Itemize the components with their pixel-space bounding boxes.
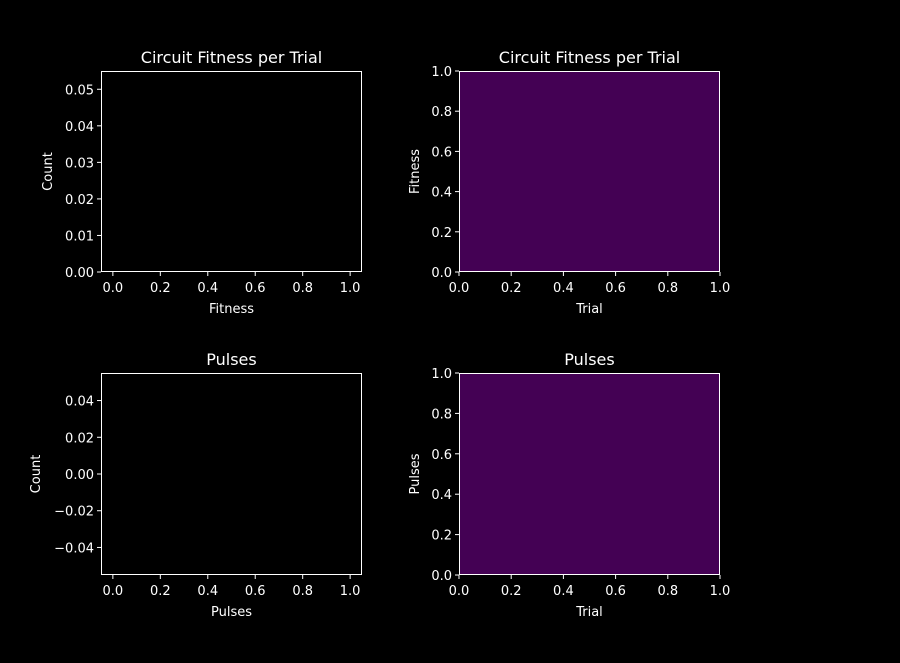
- y-tick-label: 0.03: [65, 156, 94, 171]
- x-tick-label: 0.2: [501, 584, 522, 599]
- x-tick-label: 0.4: [197, 281, 218, 296]
- chart-title-pulses-heatmap: Pulses: [564, 350, 614, 369]
- x-axis-label-fitness-heatmap: Trial: [575, 302, 603, 317]
- subplot-fitness-heatmap: 0.0 0.2 0.4 0.6 0.8 1.0 0.0 0.2 0.4 0.6 0.8 1.0 Ci…: [408, 48, 730, 317]
- x-tick-label: 0.8: [657, 584, 678, 599]
- y-tick-label: 0.02: [65, 193, 94, 208]
- subplot-pulses-histogram: 0.0 0.2 0.4 0.6 0.8 1.0 −0.04 −0.02 0.00 0.02 0.0…: [29, 350, 362, 620]
- x-tick-label: 0.2: [150, 281, 171, 296]
- y-tick-label: 0.6: [431, 448, 452, 463]
- axes-frame-pulses-heatmap: [459, 373, 720, 575]
- x-tick-label: 1.0: [710, 584, 731, 599]
- y-axis-label-pulses-histogram: Count: [29, 455, 44, 494]
- y-tick-label: 0.05: [65, 83, 94, 98]
- x-tick-label: 0.2: [501, 281, 522, 296]
- x-ticks-fitness-histogram: 0.0 0.2 0.4 0.6 0.8 1.0: [103, 272, 361, 296]
- y-ticks-fitness-histogram: 0.00 0.01 0.02 0.03 0.04 0.05: [65, 83, 101, 281]
- plot-area-fitness-heatmap: [459, 71, 720, 272]
- x-tick-label: 0.0: [103, 281, 124, 296]
- x-tick-label: 1.0: [340, 281, 361, 296]
- x-tick-label: 0.6: [605, 281, 626, 296]
- y-tick-label: 0.2: [431, 529, 452, 544]
- x-tick-label: 0.8: [657, 281, 678, 296]
- plot-area-pulses-histogram: [101, 373, 362, 575]
- y-tick-label: 0.00: [65, 266, 94, 281]
- y-tick-label: 0.0: [431, 569, 452, 584]
- x-tick-label: 0.6: [245, 584, 266, 599]
- y-axis-label-pulses-heatmap: Pulses: [408, 453, 423, 494]
- x-ticks-fitness-heatmap: 0.0 0.2 0.4 0.6 0.8 1.0: [449, 272, 731, 296]
- axes-frame-fitness-histogram: [101, 71, 362, 272]
- y-ticks-fitness-heatmap: 0.0 0.2 0.4 0.6 0.8 1.0: [431, 65, 459, 281]
- y-tick-label: 1.0: [431, 65, 452, 80]
- y-tick-label: 1.0: [431, 367, 452, 382]
- y-tick-label: 0.4: [431, 488, 452, 503]
- y-tick-label: 0.2: [431, 226, 452, 241]
- x-tick-label: 0.4: [553, 281, 574, 296]
- y-tick-label: 0.00: [65, 468, 94, 483]
- x-tick-label: 0.4: [553, 584, 574, 599]
- x-tick-label: 0.8: [292, 281, 313, 296]
- y-axis-label-fitness-histogram: Count: [41, 152, 56, 191]
- y-ticks-pulses-heatmap: 0.0 0.2 0.4 0.6 0.8 1.0: [431, 367, 459, 584]
- y-tick-label: 0.8: [431, 105, 452, 120]
- y-ticks-pulses-histogram: −0.04 −0.02 0.00 0.02 0.04: [54, 395, 101, 556]
- axes-frame-pulses-histogram: [101, 373, 362, 575]
- x-axis-label-pulses-histogram: Pulses: [211, 605, 252, 620]
- x-tick-label: 0.6: [605, 584, 626, 599]
- x-tick-label: 0.8: [292, 584, 313, 599]
- y-tick-label: 0.04: [65, 120, 94, 135]
- y-axis-label-fitness-heatmap: Fitness: [408, 149, 423, 194]
- x-tick-label: 0.0: [449, 584, 470, 599]
- x-ticks-pulses-histogram: 0.0 0.2 0.4 0.6 0.8 1.0: [103, 575, 361, 599]
- x-tick-label: 0.0: [103, 584, 124, 599]
- x-tick-label: 0.6: [245, 281, 266, 296]
- y-tick-label: 0.02: [65, 431, 94, 446]
- y-tick-label: −0.02: [54, 505, 94, 520]
- y-tick-label: 0.0: [431, 266, 452, 281]
- x-ticks-pulses-heatmap: 0.0 0.2 0.4 0.6 0.8 1.0: [449, 575, 731, 599]
- chart-title-pulses-histogram: Pulses: [206, 350, 256, 369]
- plot-area-fitness-histogram: [101, 71, 362, 272]
- x-tick-label: 1.0: [710, 281, 731, 296]
- x-tick-label: 0.2: [150, 584, 171, 599]
- x-tick-label: 0.4: [197, 584, 218, 599]
- y-tick-label: 0.04: [65, 395, 94, 410]
- axes-frame-fitness-heatmap: [459, 71, 720, 272]
- subplot-fitness-histogram: 0.0 0.2 0.4 0.6 0.8 1.0 0.000.010.020.030.040…: [41, 48, 362, 317]
- y-tick-label: 0.4: [431, 186, 452, 201]
- x-axis-label-fitness-histogram: Fitness: [209, 302, 254, 317]
- y-tick-label: 0.8: [431, 407, 452, 422]
- chart-title-fitness-heatmap: Circuit Fitness per Trial: [499, 48, 680, 67]
- x-tick-label: 1.0: [340, 584, 361, 599]
- x-tick-label: 0.0: [449, 281, 470, 296]
- y-tick-label: 0.6: [431, 145, 452, 160]
- chart-title-fitness-histogram: Circuit Fitness per Trial: [141, 48, 322, 67]
- y-tick-label: 0.01: [65, 229, 94, 244]
- y-tick-label: −0.04: [54, 541, 94, 556]
- x-axis-label-pulses-heatmap: Trial: [575, 605, 603, 620]
- plot-area-pulses-heatmap: [459, 373, 720, 575]
- subplot-pulses-heatmap: 0.0 0.2 0.4 0.6 0.8 1.0 0.0 0.2 0.4 0.6 0.8 1.0 Pu…: [408, 350, 730, 620]
